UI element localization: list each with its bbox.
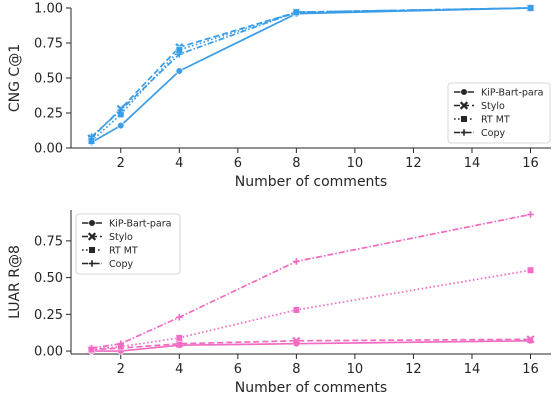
luar-x-tick-label: 14 [464,362,481,377]
luar-data-point-rt-mt [292,306,300,314]
cng-y-tick-label: 0.25 [34,107,63,122]
cng-x-tick-label: 14 [464,156,481,171]
luar-legend-label-stylo: Stylo [109,232,133,243]
cng-chart-panel: 2 4 6 8 10 12 14 16 0.00 0.25 0.50 0.75 1.00 Number o… [7,2,551,190]
luar-legend-label-rt-mt: RT MT [109,246,138,257]
luar-y-tick-label: 0.50 [34,271,63,286]
luar-y-tick-label: 0.75 [34,234,63,249]
cng-x-axis-label: Number of comments [235,174,387,190]
cng-legend-marker-kip-bart-para [460,88,468,96]
cng-data-point-copy [117,106,125,114]
luar-series-copy [88,211,534,352]
luar-y-axis-label: LUAR R@8 [7,245,23,319]
cng-y-axis-label: CNG C@1 [7,44,23,112]
cng-series-copy [88,4,534,141]
cng-legend-box [447,82,551,144]
luar-x-tick-label: 4 [175,362,183,377]
luar-y-tick-label: 0.00 [34,345,63,360]
luar-data-point-copy [293,258,300,265]
luar-x-tick-label: 16 [522,362,539,377]
cng-data-point-kip-bart-para [175,67,183,75]
luar-legend-marker-stylo [87,232,97,241]
cng-data-point-kip-bart-para [117,121,125,130]
cng-legend-label-copy: Copy [481,128,505,139]
luar-x-tick-label: 8 [292,362,300,377]
luar-data-point-copy [88,344,95,352]
cng-data-point-copy [88,133,95,141]
luar-x-tick-label: 12 [405,362,422,377]
cng-x-tick-label: 8 [292,156,300,171]
luar-legend-label-copy: Copy [109,259,133,270]
luar-x-tick-label: 10 [347,362,364,377]
luar-data-point-stylo [175,339,184,348]
luar-data-point-stylo [526,335,535,344]
luar-legend-marker-kip-bart-para [88,219,96,227]
luar-x-tick-label: 2 [117,362,125,377]
luar-series-stylo [87,335,535,354]
cng-data-point-copy [293,8,300,16]
luar-y-tick-label: 0.25 [34,308,63,323]
luar-data-point-stylo [292,336,301,345]
cng-legend-label-stylo: Stylo [481,101,505,112]
cng-legend-label-rt-mt: RT MT [481,115,510,126]
cng-data-point-copy [527,4,534,12]
luar-data-point-rt-mt [175,334,183,342]
cng-legend: KiP-Bart-para Stylo RT MT Copy [447,82,551,144]
cng-legend-label-kip-bart-para: KiP-Bart-para [481,88,543,99]
luar-data-point-copy [175,313,183,321]
luar-legend-box [75,213,181,275]
luar-x-axis-label: Number of comments [235,380,387,396]
cng-y-tick-label: 0.50 [34,72,63,87]
luar-legend-label-kip-bart-para: KiP-Bart-para [109,219,171,230]
luar-chart-panel: 2 4 6 8 10 12 14 16 0.00 0.25 0.50 0.75 Number of co… [7,210,551,396]
luar-legend-marker-rt-mt [88,246,96,254]
luar-series-line-stylo [91,338,531,351]
luar-x-tick-label: 6 [234,362,242,377]
cng-legend-marker-stylo [459,101,469,110]
cng-x-tick-label: 6 [234,156,242,171]
luar-data-point-copy [527,211,534,218]
cng-x-tick-label: 12 [405,156,422,171]
luar-data-point-copy [117,340,125,348]
cng-x-tick-label: 16 [522,156,539,171]
cng-data-point-copy [175,50,183,58]
cng-y-tick-label: 0.00 [34,142,63,157]
luar-legend-marker-copy [88,260,96,267]
cng-legend-marker-copy [460,129,468,136]
luar-data-point-rt-mt [526,266,535,274]
luar-series-line-rt-mt [91,269,531,351]
cng-x-tick-label: 2 [117,156,125,171]
cng-y-tick-label: 1.00 [34,2,63,17]
luar-legend: KiP-Bart-para Stylo RT MT Copy [75,213,181,275]
cng-legend-marker-rt-mt [460,115,468,123]
cng-y-tick-label: 0.75 [34,37,63,52]
cng-x-tick-label: 4 [175,156,183,171]
cng-x-tick-label: 10 [347,156,364,171]
